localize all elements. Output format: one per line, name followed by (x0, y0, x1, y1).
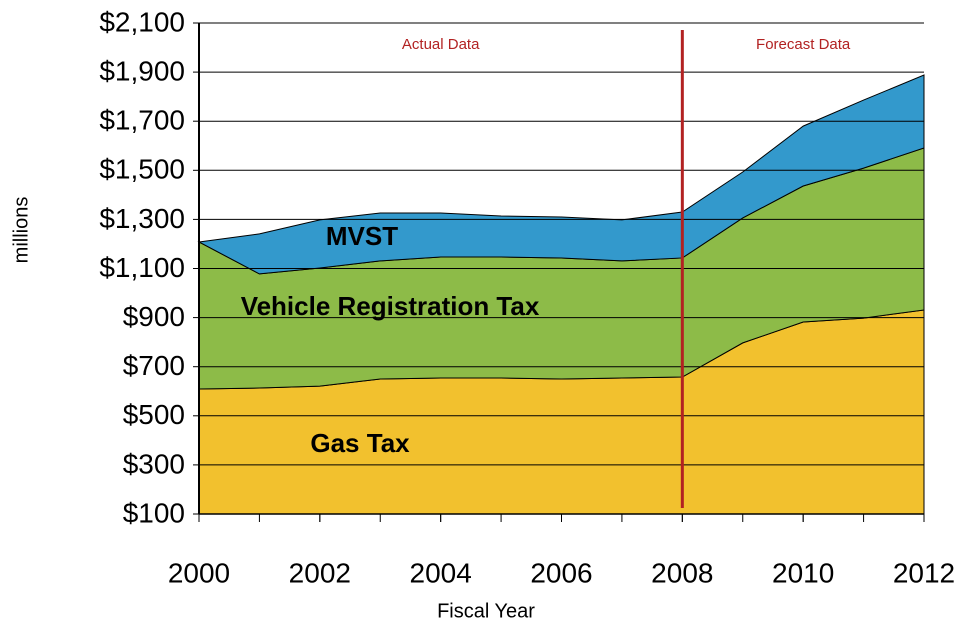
y-tick-label: $700 (123, 350, 185, 381)
y-tick-label: $100 (123, 497, 185, 528)
y-tick-label: $2,100 (99, 6, 185, 37)
y-tick-label: $1,100 (99, 252, 185, 283)
x-tick-label: 2012 (893, 557, 955, 588)
series-label: Vehicle Registration Tax (240, 291, 540, 321)
y-tick-label: $1,900 (99, 55, 185, 86)
x-tick-label: 2010 (772, 557, 834, 588)
x-tick-label: 2008 (651, 557, 713, 588)
x-tick-label: 2006 (530, 557, 592, 588)
x-tick-label: 2000 (168, 557, 230, 588)
y-tick-label: $1,500 (99, 154, 185, 185)
y-tick-label: $900 (123, 301, 185, 332)
y-tick-label: $1,700 (99, 105, 185, 136)
annotation: Forecast Data (756, 36, 851, 53)
x-tick-label: 2002 (289, 557, 351, 588)
y-axis-label: millions (10, 197, 32, 264)
series-label: Gas Tax (310, 428, 410, 458)
x-tick-label: 2004 (410, 557, 472, 588)
y-tick-label: $500 (123, 399, 185, 430)
area (197, 74, 925, 275)
annotation: Actual Data (402, 36, 480, 53)
x-axis-label: Fiscal Year (437, 600, 535, 622)
y-tick-label: $300 (123, 448, 185, 479)
series-label: MVST (325, 221, 399, 251)
y-tick-label: $1,300 (99, 203, 185, 234)
